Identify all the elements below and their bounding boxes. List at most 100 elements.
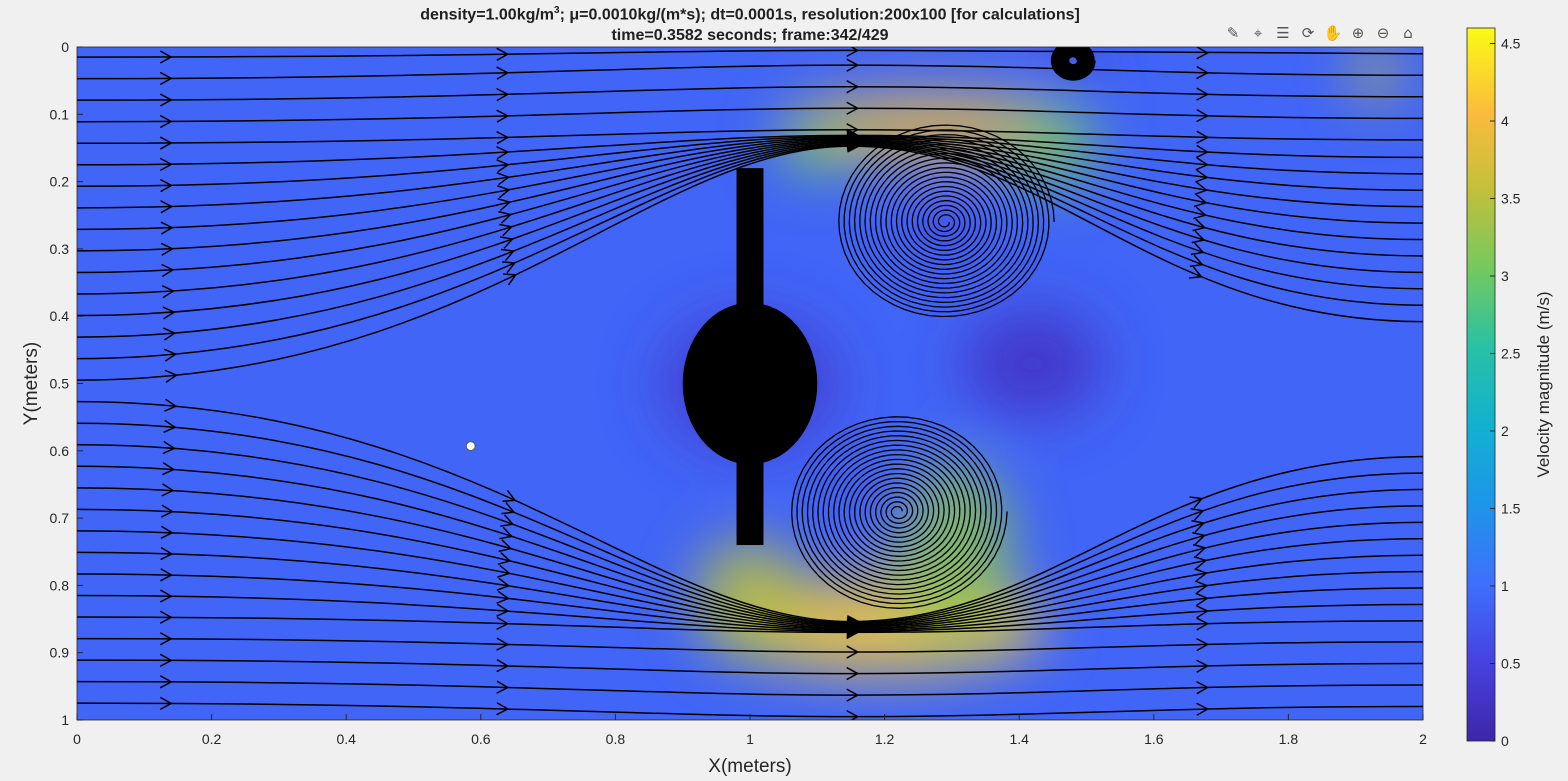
streamline bbox=[77, 487, 1423, 627]
x-tick-label: 0.4 bbox=[336, 731, 356, 747]
streamlines bbox=[77, 47, 1423, 720]
x-tick-label: 1.8 bbox=[1279, 731, 1299, 747]
colorbar-tick-label: 2.5 bbox=[1501, 346, 1521, 362]
streamline-arrow bbox=[159, 114, 173, 129]
home-icon[interactable]: ⌂ bbox=[1403, 24, 1413, 42]
colorbar: 0 0.5 1 1.5 2 2.5 3 3.5 4 4.5 Velocity magnitude (… bbox=[1466, 27, 1553, 749]
streamline-arrow bbox=[846, 688, 860, 702]
streamline-arrow bbox=[496, 702, 510, 716]
streamline bbox=[77, 465, 1423, 626]
streamline-arrow bbox=[1196, 702, 1210, 716]
streamline-arrow bbox=[499, 223, 513, 237]
streamline bbox=[77, 594, 1423, 633]
streamline-arrow bbox=[1196, 130, 1210, 144]
streamline-arrow bbox=[496, 603, 510, 617]
axes: 0 0.2 0.4 0.6 0.8 1 1.2 1.4 1.6 1.8 2 0 0.1 0.2 0.3 0.4… bbox=[21, 39, 1427, 777]
colorbar-tick-label: 4.5 bbox=[1501, 36, 1521, 52]
y-tick-label: 0.5 bbox=[50, 376, 70, 392]
streamline-arrow bbox=[1196, 681, 1210, 695]
streamline bbox=[77, 400, 1423, 623]
streamline-arrow bbox=[502, 489, 517, 502]
streamline-arrow bbox=[1195, 604, 1210, 619]
data-tip-icon[interactable]: ⌖ bbox=[1253, 24, 1263, 42]
streamline bbox=[77, 107, 1423, 123]
streamline bbox=[77, 145, 1423, 381]
streamline-arrow bbox=[1195, 144, 1210, 159]
streamline-arrow bbox=[1193, 206, 1207, 220]
streamline-arrow bbox=[1188, 266, 1203, 279]
streamline-arrow bbox=[1189, 496, 1204, 509]
streamline-arrow bbox=[160, 546, 174, 561]
title-line-2: time=0.3582 seconds; frame:342/429 bbox=[611, 27, 889, 45]
streamline bbox=[77, 422, 1423, 624]
pan-icon[interactable]: ✋ bbox=[1323, 24, 1343, 42]
streamline-arrow bbox=[496, 637, 510, 651]
streamline bbox=[77, 144, 1423, 360]
streamline-arrow bbox=[159, 589, 173, 603]
streamline-arrow bbox=[159, 696, 173, 711]
streamline-arrow bbox=[496, 109, 510, 123]
streamline-arrow bbox=[1192, 218, 1207, 232]
y-tick-label: 0.6 bbox=[50, 443, 70, 459]
x-tick-label: 0.2 bbox=[202, 731, 222, 747]
colorbar-tick-label: 1.5 bbox=[1501, 501, 1521, 517]
streamline-arrow bbox=[496, 131, 510, 145]
streamline-arrow bbox=[1196, 87, 1210, 101]
streamline-arrow bbox=[846, 624, 860, 639]
y-tick-label: 0.8 bbox=[50, 577, 70, 593]
streamline bbox=[77, 142, 1423, 317]
x-tick-label: 1.6 bbox=[1144, 731, 1164, 747]
streamline bbox=[77, 616, 1423, 634]
streamline-arrow bbox=[846, 58, 860, 72]
streamline-arrow bbox=[496, 185, 511, 199]
streamline-arrow bbox=[159, 610, 173, 624]
wake-low-speed bbox=[962, 308, 1103, 419]
colorbar-tick-label: 0 bbox=[1501, 733, 1509, 749]
streamline-arrow bbox=[160, 568, 174, 582]
streamline-arrow bbox=[1192, 531, 1207, 545]
streamline-arrow bbox=[1193, 556, 1208, 570]
x-tick-label: 1.2 bbox=[875, 731, 895, 747]
zoom-out-icon[interactable]: ⊖ bbox=[1376, 24, 1390, 42]
title-line-1-b: ; μ=0.0010kg/(m*s); dt=0.0001s, resoluti… bbox=[559, 6, 1080, 24]
streamline-arrow bbox=[1194, 580, 1209, 594]
y-tick-label: 1 bbox=[61, 712, 69, 728]
colorbar-tick-label: 0.5 bbox=[1501, 656, 1521, 672]
streamline bbox=[77, 141, 1423, 295]
streamline-arrow bbox=[846, 622, 860, 636]
y-tick-label: 0.2 bbox=[50, 174, 70, 190]
streamline-arrow bbox=[496, 159, 510, 173]
y-tick-label: 0.9 bbox=[50, 645, 70, 661]
streamline-arrow bbox=[846, 709, 860, 720]
streamline bbox=[77, 85, 1423, 101]
x-tick-label: 1 bbox=[746, 731, 754, 747]
y-tick-label: 0.3 bbox=[50, 241, 70, 257]
streamline-arrow bbox=[159, 157, 173, 172]
x-axis-label: X(meters) bbox=[708, 756, 791, 777]
chart-title: density=1.00kg/m3; μ=0.0010kg/(m*s); dt=… bbox=[77, 0, 1423, 46]
title-line-1: density=1.00kg/m3; μ=0.0010kg/(m*s); dt=… bbox=[77, 0, 1423, 25]
streamline-arrow bbox=[496, 145, 510, 160]
y-tick-label: 0.1 bbox=[50, 106, 70, 122]
insert-legend-icon[interactable]: ☰ bbox=[1276, 24, 1290, 42]
x-tick-label: 1.4 bbox=[1009, 731, 1029, 747]
rotate-icon[interactable]: ⟳ bbox=[1301, 24, 1315, 42]
colorbar-tick-label: 4 bbox=[1501, 113, 1509, 129]
vortex-spiral bbox=[791, 416, 1008, 609]
obstacle bbox=[682, 168, 818, 546]
streamline-arrow bbox=[164, 398, 178, 412]
streamline-arrow bbox=[1195, 592, 1209, 606]
streamline-arrow bbox=[498, 210, 513, 224]
streamline-arrow bbox=[160, 242, 175, 256]
streamline-arrow bbox=[160, 504, 175, 518]
streamline-arrow bbox=[160, 525, 174, 539]
streamline-arrow bbox=[161, 285, 176, 299]
streamline-arrow bbox=[847, 138, 861, 152]
streamline bbox=[77, 573, 1423, 632]
zoom-in-icon[interactable]: ⊕ bbox=[1351, 24, 1365, 42]
brush-icon[interactable]: ✎ bbox=[1226, 24, 1240, 42]
streamline-arrow bbox=[163, 419, 177, 434]
data-marker bbox=[465, 441, 476, 452]
streamline bbox=[77, 139, 1423, 274]
